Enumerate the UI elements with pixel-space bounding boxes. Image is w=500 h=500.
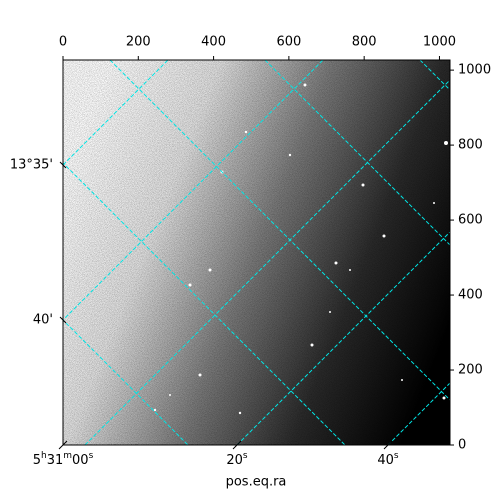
dec-tick (59, 161, 67, 169)
y-tick-label: 0 (458, 438, 466, 453)
ra-tick-label: 40s (377, 451, 399, 468)
x-tick-label: 800 (352, 35, 377, 50)
y-tick-label: 200 (458, 363, 483, 378)
ra-tick-label: 20s (226, 451, 248, 468)
coordinate-grid (63, 60, 450, 445)
ra-tick-label: 5h31m00s (33, 451, 94, 468)
axes-frame (62, 59, 451, 446)
y-tick-label: 1000 (458, 63, 491, 78)
y-tick-label: 400 (458, 288, 483, 303)
grid-line (109, 60, 450, 401)
grid-line (63, 162, 346, 445)
x-tick-label: 200 (126, 35, 151, 50)
y-tick-label: 600 (458, 213, 483, 228)
dec-tick-label: 13°35' (10, 158, 53, 173)
grid-line (236, 231, 450, 445)
grid-line (264, 60, 450, 246)
stars (153, 83, 448, 415)
x-tick-label: 600 (276, 35, 301, 50)
x-tick-label: 1000 (423, 35, 456, 50)
noise (63, 60, 450, 445)
grid-line (63, 319, 189, 445)
dec-tick-label: 40' (33, 313, 53, 328)
ra-tick (232, 440, 242, 450)
x-tick-label: 0 (59, 35, 67, 50)
x-tick-label: 400 (201, 35, 226, 50)
grid-line (63, 60, 169, 166)
x-axis-label: pos.eq.ra (226, 475, 287, 490)
grid-line (84, 79, 450, 445)
ra-tick (58, 440, 68, 450)
image (63, 60, 450, 445)
dec-tick (59, 316, 67, 324)
grid-line (63, 60, 324, 321)
y-tick-label: 800 (458, 138, 483, 153)
ra-tick (383, 440, 393, 450)
